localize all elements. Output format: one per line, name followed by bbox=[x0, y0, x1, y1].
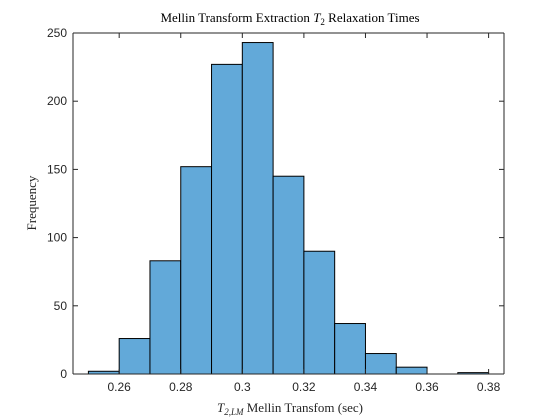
x-tick-label: 0.26 bbox=[107, 380, 131, 394]
histogram-bar bbox=[272, 175, 305, 375]
histogram-bar bbox=[241, 42, 274, 375]
y-tick-label: 250 bbox=[47, 26, 67, 40]
x-tick-label: 0.3 bbox=[234, 380, 251, 394]
title-variable: T bbox=[313, 10, 321, 25]
histogram-bar bbox=[395, 366, 428, 375]
title-rest: Relaxation Times bbox=[325, 10, 420, 25]
y-tick-label: 0 bbox=[60, 367, 67, 381]
histogram-bar bbox=[149, 260, 182, 375]
x-label-variable: T bbox=[217, 400, 225, 415]
x-tick-label: 0.36 bbox=[415, 380, 439, 394]
y-tick-label: 100 bbox=[47, 231, 67, 245]
title-main: Mellin Transform Extraction bbox=[160, 10, 313, 25]
y-axis-label: Frequency bbox=[24, 175, 39, 230]
histogram-bar bbox=[180, 166, 213, 375]
y-tick-label: 50 bbox=[54, 299, 68, 313]
histogram-bar bbox=[334, 323, 366, 375]
x-tick-label: 0.38 bbox=[477, 380, 501, 394]
histogram-bar bbox=[364, 353, 397, 375]
x-tick-label: 0.28 bbox=[169, 380, 193, 394]
bars-group bbox=[87, 42, 490, 375]
ticks-group: 0.26 0.28 0.3 0.32 0.34 0.36 0.38 0 50 100 150 200 2… bbox=[47, 26, 504, 394]
histogram-bar bbox=[303, 250, 336, 375]
x-tick-label: 0.34 bbox=[354, 380, 378, 394]
axes-group bbox=[72, 32, 505, 375]
x-axis-label: T2,LM Mellin Transfom (sec) bbox=[217, 400, 363, 417]
histogram-bar bbox=[211, 63, 243, 375]
chart-title: Mellin Transform Extraction T2 Relaxatio… bbox=[160, 10, 419, 27]
title-subscript: 2 bbox=[320, 17, 325, 27]
x-tick-label: 0.32 bbox=[292, 380, 316, 394]
histogram-bar bbox=[118, 338, 151, 375]
y-tick-label: 150 bbox=[47, 162, 67, 176]
x-label-subscript: 2,LM bbox=[224, 407, 244, 417]
y-tick-label: 200 bbox=[47, 94, 67, 108]
x-label-rest: Mellin Transfom (sec) bbox=[243, 400, 363, 415]
